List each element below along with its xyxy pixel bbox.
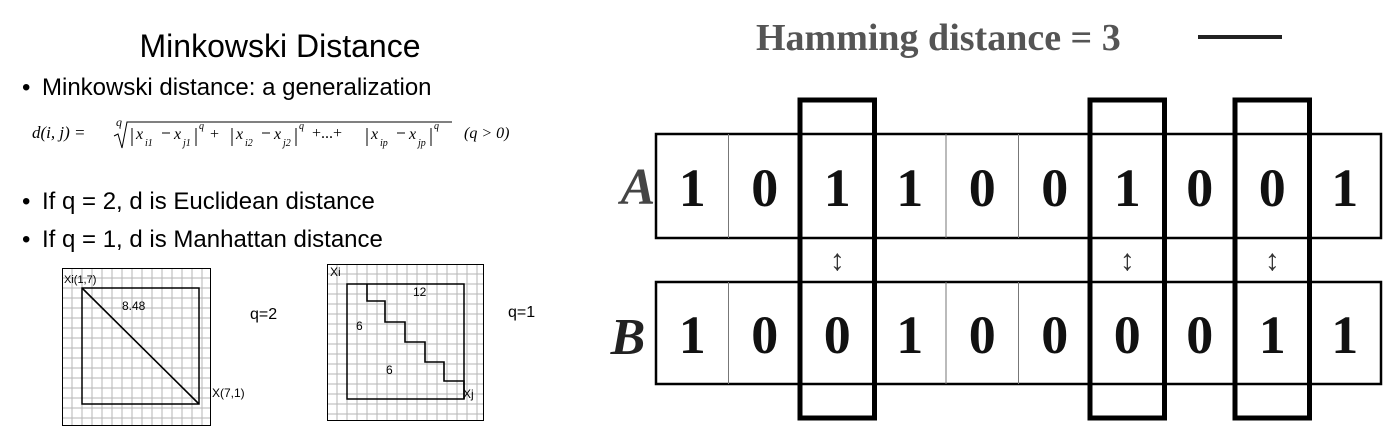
euclidean-box bbox=[81, 287, 200, 405]
row-a-bit: 1 bbox=[824, 158, 851, 218]
manhattan-staircase bbox=[366, 284, 465, 399]
row-b-bit: 0 bbox=[1114, 305, 1141, 365]
row-a-bit: 0 bbox=[1041, 158, 1068, 218]
row-a-label: A bbox=[618, 159, 656, 216]
row-a-bit: 1 bbox=[896, 158, 923, 218]
term-x: x bbox=[135, 126, 143, 143]
euclidean-diagonal bbox=[81, 287, 200, 405]
formula-radical bbox=[113, 121, 452, 149]
euclid-label-distance: 8.48 bbox=[122, 299, 146, 313]
term-x: x bbox=[173, 126, 181, 143]
row-b-bit: 0 bbox=[824, 305, 851, 365]
euclid-q-label: q=2 bbox=[250, 306, 278, 323]
bullet-text: Minkowski distance: a generalization bbox=[42, 74, 432, 101]
difference-arrow-icon: ↕ bbox=[1120, 244, 1135, 277]
manhattan-box bbox=[346, 283, 465, 400]
manhattan-q-label: q=1 bbox=[508, 304, 536, 321]
bullet-generalization: • Minkowski distance: a generalization bbox=[22, 74, 432, 102]
row-b-bit: 1 bbox=[896, 305, 923, 365]
row-a-bit: 0 bbox=[1186, 158, 1213, 218]
bullet-dot: • bbox=[22, 74, 31, 101]
bullet-text: If q = 1, d is Manhattan distance bbox=[42, 226, 383, 253]
term-exponent: q bbox=[299, 121, 304, 132]
row-b-bit: 0 bbox=[1041, 305, 1068, 365]
manhattan-label-start: Xi bbox=[330, 265, 341, 279]
plus-sign: + bbox=[210, 126, 219, 143]
term-sub: jp bbox=[416, 138, 426, 149]
formula-root-index: q bbox=[116, 116, 122, 129]
row-b-bit: 1 bbox=[1331, 305, 1358, 365]
euclidean-grid-diagram: Xi(1,7) 8.48 bbox=[62, 268, 211, 426]
minkowski-panel: Minkowski Distance • Minkowski distance: … bbox=[0, 0, 600, 440]
manhattan-label-left: 6 bbox=[356, 319, 363, 333]
euclid-label-end: X(7,1) bbox=[212, 386, 245, 400]
hamming-diagram: Hamming distance = 3 A B 1 0 1 1 0 0 1 0 0 11 0 0 1 0… bbox=[610, 17, 1383, 421]
difference-arrow-icon: ↕ bbox=[830, 244, 845, 277]
row-b-bit: 0 bbox=[751, 305, 778, 365]
manhattan-grid-diagram: Xi 12 6 6 Xj bbox=[327, 264, 484, 421]
difference-box bbox=[797, 97, 877, 421]
formula-lhs: d(i, j) = bbox=[32, 123, 86, 142]
term-x: x bbox=[370, 126, 378, 143]
difference-box bbox=[1232, 97, 1312, 421]
difference-column: ↕ bbox=[1087, 97, 1167, 421]
term-x: x bbox=[273, 126, 281, 143]
term-exponent: q bbox=[434, 121, 439, 132]
row-b-bit: 0 bbox=[1186, 305, 1213, 365]
bullet-dot: • bbox=[22, 226, 31, 253]
row-a-bit: 1 bbox=[1331, 158, 1358, 218]
term-sub: j2 bbox=[281, 138, 291, 149]
term-x: x bbox=[235, 126, 243, 143]
euclidean-frame bbox=[62, 268, 211, 426]
bullet-euclidean: • If q = 2, d is Euclidean distance bbox=[22, 188, 375, 216]
row-b-bit: 0 bbox=[969, 305, 996, 365]
row-b-bit: 1 bbox=[1259, 305, 1286, 365]
bullet-dot: • bbox=[22, 188, 31, 215]
term-sub: ip bbox=[380, 138, 388, 149]
row-a-bit: 1 bbox=[679, 158, 706, 218]
hamming-title: Hamming distance = 3 bbox=[756, 17, 1121, 59]
formula-ellipsis: +...+ bbox=[312, 125, 342, 142]
minkowski-title: Minkowski Distance bbox=[139, 28, 421, 64]
row-a-bit: 0 bbox=[969, 158, 996, 218]
difference-box bbox=[1087, 97, 1167, 421]
manhattan-label-top: 12 bbox=[413, 285, 427, 299]
term-sub: i1 bbox=[145, 138, 153, 149]
manhattan-label-bottom: 6 bbox=[386, 363, 393, 377]
difference-column: ↕ bbox=[1232, 97, 1312, 421]
formula-condition: (q > 0) bbox=[464, 125, 509, 142]
row-a-bit: 1 bbox=[1114, 158, 1141, 218]
row-b-label: B bbox=[610, 309, 646, 366]
row-b-bit: 1 bbox=[679, 305, 706, 365]
row-a-bit: 0 bbox=[751, 158, 778, 218]
term-exponent: q bbox=[199, 121, 204, 132]
bullet-manhattan: • If q = 1, d is Manhattan distance bbox=[22, 226, 383, 254]
bullet-text: If q = 2, d is Euclidean distance bbox=[42, 188, 375, 215]
term-x: x bbox=[408, 126, 416, 143]
euclid-label-start: Xi(1,7) bbox=[64, 274, 96, 286]
difference-arrow-icon: ↕ bbox=[1265, 244, 1280, 277]
term-sub: j1 bbox=[181, 138, 191, 149]
manhattan-label-end: Xj bbox=[463, 387, 474, 401]
hamming-difference-highlights: ↕ ↕ ↕ bbox=[797, 97, 1312, 421]
term-sub: i2 bbox=[245, 138, 253, 149]
difference-column: ↕ bbox=[797, 97, 877, 421]
row-a-bit: 0 bbox=[1259, 158, 1286, 218]
